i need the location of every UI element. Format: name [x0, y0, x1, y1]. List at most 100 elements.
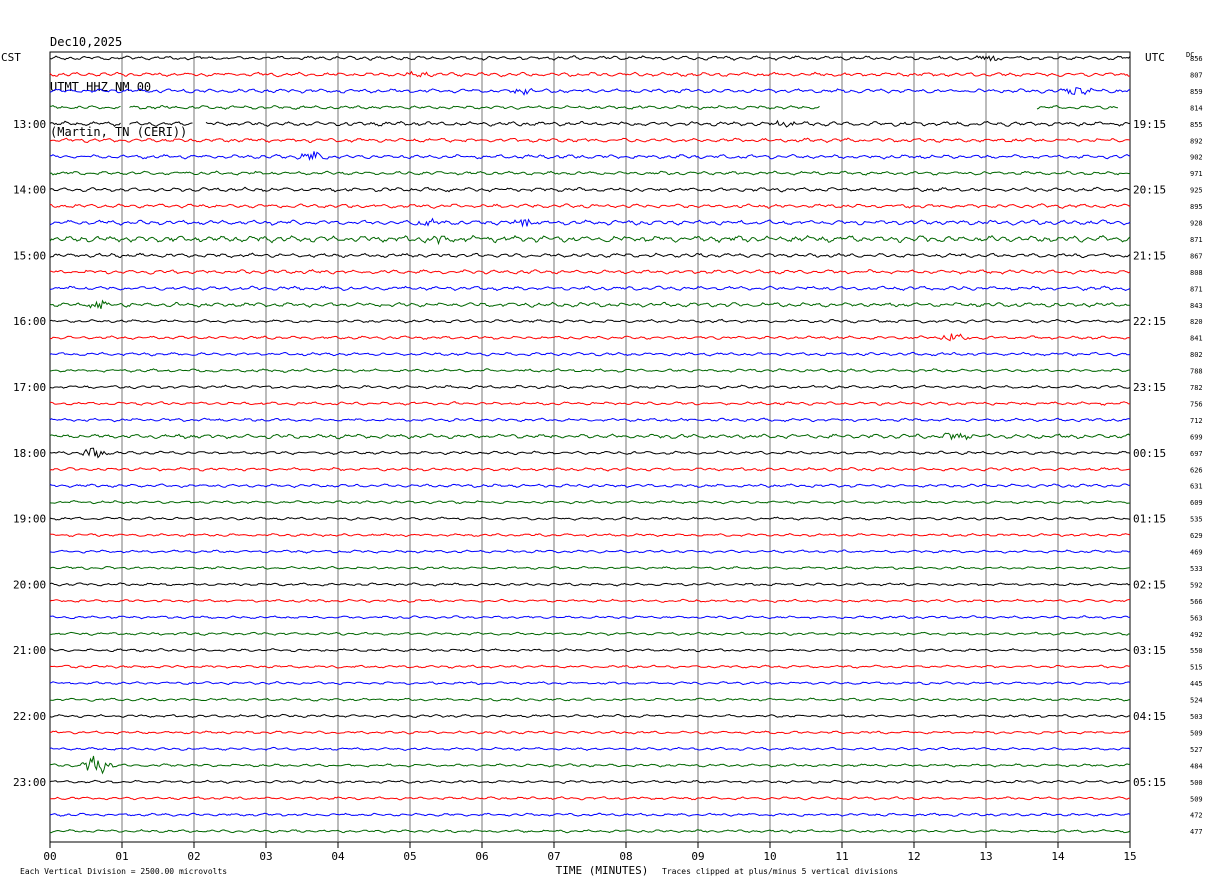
dc-offset-label: 503 [1190, 713, 1203, 721]
right-time-label: 03:15 [1133, 644, 1166, 657]
x-axis-label: TIME (MINUTES) [556, 864, 649, 877]
dc-label: DC [1186, 51, 1194, 59]
seismic-trace [49, 432, 1131, 441]
dc-offset-label: 469 [1190, 549, 1203, 557]
dc-offset-label: 629 [1190, 532, 1203, 540]
right-time-label: 01:15 [1133, 513, 1166, 526]
seismic-trace [49, 713, 1131, 719]
x-tick-label: 03 [259, 850, 272, 863]
seismic-trace [49, 812, 1131, 817]
right-time-label: 04:15 [1133, 710, 1166, 723]
right-time-label: 20:15 [1133, 184, 1166, 197]
dc-offset-label: 533 [1190, 565, 1203, 573]
seismic-trace [49, 499, 1130, 505]
dc-offset-label: 492 [1190, 631, 1203, 639]
dc-offset-label: 895 [1190, 203, 1203, 211]
dc-offset-label: 566 [1190, 598, 1203, 606]
left-time-label: 14:00 [13, 184, 46, 197]
seismic-trace [49, 119, 1131, 128]
seismic-trace [49, 466, 1131, 472]
dc-offset-label: 925 [1190, 187, 1203, 195]
seismic-trace [49, 285, 1131, 292]
seismic-trace [49, 333, 1131, 342]
dc-offset-label: 902 [1190, 154, 1203, 162]
seismic-trace [49, 779, 1131, 784]
x-tick-label: 06 [475, 850, 488, 863]
seismic-trace [49, 681, 1131, 686]
right-time-label: 22:15 [1133, 315, 1166, 328]
dc-offset-label: 867 [1190, 252, 1203, 260]
left-zone-label: CST [1, 51, 21, 64]
left-time-label: 20:00 [13, 578, 46, 591]
x-tick-label: 04 [331, 850, 345, 863]
left-time-label: 18:00 [13, 447, 46, 460]
dc-offset-label: 871 [1190, 236, 1203, 244]
seismic-trace [49, 549, 1131, 554]
dc-offset-label: 445 [1190, 680, 1203, 688]
dc-offset-label: 515 [1190, 664, 1203, 672]
seismic-trace [49, 269, 1131, 275]
x-tick-label: 02 [187, 850, 200, 863]
dc-offset-label: 592 [1190, 581, 1203, 589]
seismic-trace [49, 565, 1131, 571]
dc-offset-label: 527 [1190, 746, 1203, 754]
left-time-label: 17:00 [13, 381, 46, 394]
seismic-trace [49, 186, 1131, 193]
x-tick-label: 12 [907, 850, 920, 863]
dc-offset-label: 788 [1190, 368, 1203, 376]
right-time-label: 19:15 [1133, 118, 1166, 131]
right-time-label: 00:15 [1133, 447, 1166, 460]
dc-offset-label: 509 [1190, 795, 1203, 803]
scale-note: Each Vertical Division = 2500.00 microvo… [20, 867, 228, 876]
dc-offset-label: 841 [1190, 335, 1203, 343]
seismic-trace [49, 417, 1131, 423]
dc-offset-label: 631 [1190, 483, 1203, 491]
dc-offset-label: 820 [1190, 318, 1203, 326]
seismic-trace [49, 299, 1131, 309]
x-tick-label: 08 [619, 850, 632, 863]
dc-offset-label: 802 [1190, 351, 1203, 359]
right-time-label: 23:15 [1133, 381, 1166, 394]
x-tick-label: 05 [403, 850, 416, 863]
seismic-trace [49, 532, 1131, 538]
seismic-trace [49, 401, 1131, 406]
dc-offset-label: 782 [1190, 384, 1203, 392]
x-tick-label: 13 [979, 850, 992, 863]
left-time-label: 19:00 [13, 513, 46, 526]
dc-offset-label: 484 [1190, 762, 1203, 770]
right-time-label: 02:15 [1133, 578, 1166, 591]
x-tick-label: 01 [115, 850, 128, 863]
seismic-trace [49, 351, 1131, 357]
dc-offset-label: 509 [1190, 729, 1203, 737]
dc-offset-label: 697 [1190, 450, 1203, 458]
date-label: Dec10,2025 [50, 35, 123, 49]
x-tick-label: 09 [691, 850, 704, 863]
x-tick-label: 10 [763, 850, 776, 863]
seismic-trace [49, 516, 1131, 521]
seismic-trace [49, 582, 1131, 587]
seismic-trace [49, 104, 1119, 110]
dc-offset-label: 814 [1190, 104, 1203, 112]
seismic-trace [49, 252, 1131, 259]
seismic-trace [49, 203, 1131, 209]
x-tick-label: 14 [1051, 850, 1065, 863]
seismic-trace [49, 318, 1131, 324]
dc-offset-label: 756 [1190, 400, 1203, 408]
seismic-trace [49, 598, 1130, 603]
seismic-trace [49, 151, 1131, 161]
dc-offset-label: 871 [1190, 285, 1203, 293]
x-tick-label: 11 [835, 850, 848, 863]
seismic-trace [49, 615, 1131, 620]
seismic-trace [50, 730, 1131, 735]
dc-offset-label: 563 [1190, 614, 1203, 622]
seismic-trace [49, 234, 1131, 246]
dc-offset-label: 855 [1190, 121, 1203, 129]
dc-offset-label: 859 [1190, 88, 1203, 96]
left-time-label: 15:00 [13, 249, 46, 262]
left-time-label: 16:00 [13, 315, 46, 328]
seismic-trace [49, 368, 1131, 373]
seismic-trace [49, 384, 1131, 390]
label-group: 00 01 02 03 04 05 06 07 08 09 10 11 12 13 14 15 TIME (MI… [1, 51, 1203, 877]
dc-offset-label: 472 [1190, 812, 1203, 820]
